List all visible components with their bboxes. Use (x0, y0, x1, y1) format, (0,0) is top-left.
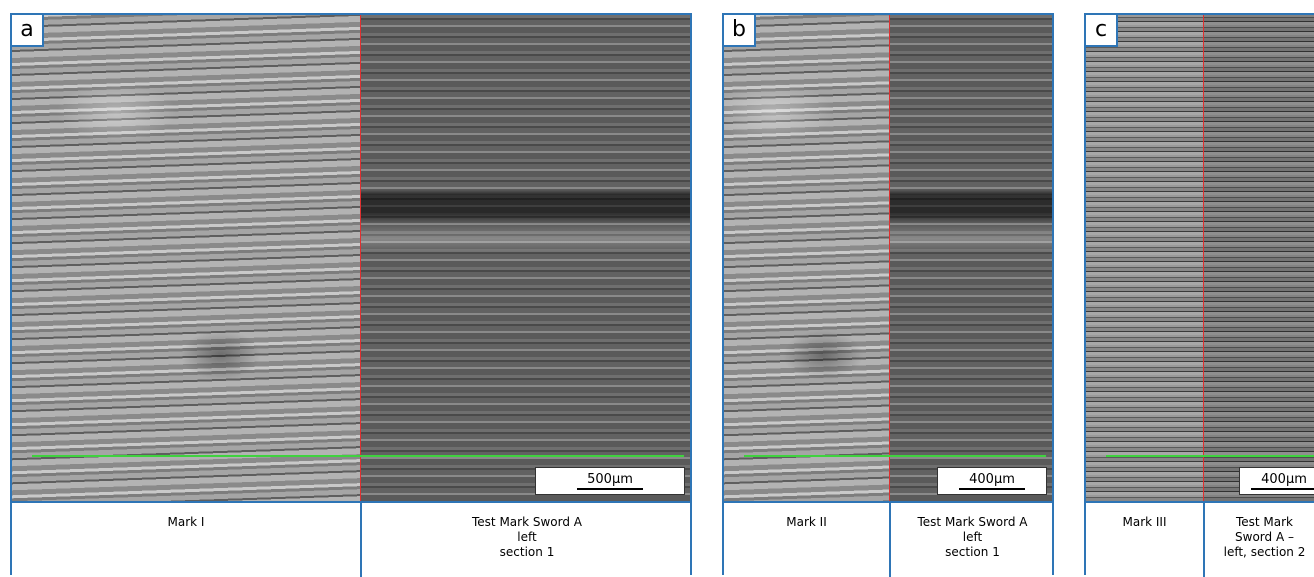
caption-line: left (891, 530, 1054, 545)
caption-left: Mark I (12, 501, 360, 577)
panel-label: a (10, 13, 44, 47)
measure-line (32, 455, 684, 457)
micrograph-left (1086, 15, 1203, 501)
scale-bar-text: 400µm (959, 472, 1025, 490)
measure-line (1106, 455, 1314, 457)
micrograph-right (1203, 15, 1314, 501)
caption-line: left (362, 530, 692, 545)
panel-label: b (722, 13, 756, 47)
caption-line: Test Mark (1205, 515, 1314, 530)
micrograph-left (12, 15, 360, 501)
caption-line: left, section 2 (1205, 545, 1314, 560)
divider-line (1203, 15, 1204, 501)
caption-left: Mark II (724, 501, 889, 577)
caption-line: Test Mark Sword A (362, 515, 692, 530)
divider-line (889, 15, 890, 501)
scale-bar-text: 500µm (577, 472, 643, 490)
panel-label: c (1084, 13, 1118, 47)
caption-line: section 1 (891, 545, 1054, 560)
caption-line: section 1 (362, 545, 692, 560)
caption-line: Mark III (1086, 515, 1203, 530)
divider-line (360, 15, 361, 501)
scale-bar-text: 400µm (1251, 472, 1314, 490)
micrograph-right (360, 15, 690, 501)
caption-left: Mark III (1086, 501, 1203, 577)
scale-bar: 500µm (535, 467, 685, 495)
caption-line: Sword A – (1205, 530, 1314, 545)
caption-line: Test Mark Sword A (891, 515, 1054, 530)
caption-line: Mark II (724, 515, 889, 530)
figure: a500µmMark ITest Mark Sword Aleftsection… (0, 0, 1314, 575)
micrograph-left (724, 15, 889, 501)
micrograph-right (889, 15, 1052, 501)
scale-bar: 400µm (937, 467, 1047, 495)
measure-line (744, 455, 1046, 457)
caption-line: Mark I (12, 515, 360, 530)
scale-bar: 400µm (1239, 467, 1314, 495)
